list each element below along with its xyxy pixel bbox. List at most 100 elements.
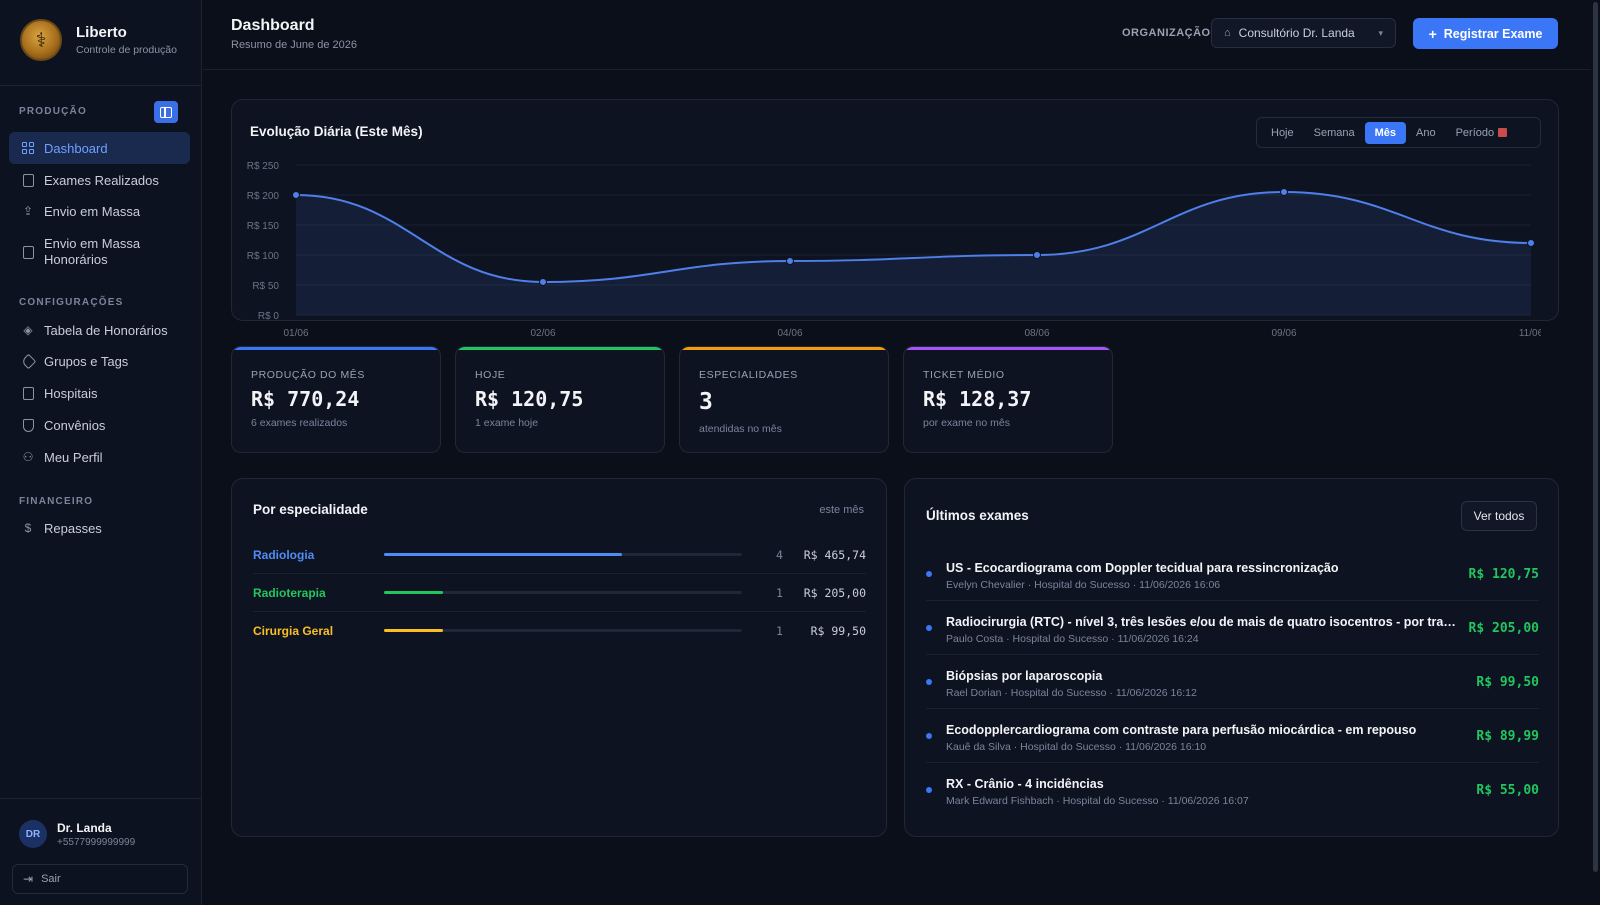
divider — [0, 85, 202, 86]
x-tick-label: 04/06 — [777, 328, 802, 339]
tab-periodo-label: Período — [1455, 126, 1495, 139]
exam-amount: R$ 99,50 — [1476, 675, 1539, 690]
tab-semana[interactable]: Semana — [1313, 126, 1355, 139]
exam-row[interactable]: Radiocirurgia (RTC) - nível 3, três lesõ… — [926, 601, 1539, 655]
exam-name: Ecodopplercardiograma com contraste para… — [946, 723, 1417, 737]
tab-ano[interactable]: Ano — [1416, 126, 1436, 139]
sidebar: ⚕ Liberto Controle de produção PRODUÇÃO … — [0, 0, 202, 905]
tab-mes[interactable]: Mês — [1364, 121, 1407, 144]
sidebar-item-meu-perfil[interactable]: ⚇ Meu Perfil — [9, 441, 190, 473]
exam-amount: R$ 55,00 — [1476, 783, 1539, 798]
sidebar-item-tabela-de-honorarios[interactable]: ◈ Tabela de Honorários — [9, 314, 190, 346]
x-tick-label: 02/06 — [530, 328, 555, 339]
sidebar-item-envio-em-massa-honorarios[interactable]: Envio em Massa Honorários — [9, 232, 190, 272]
upload-icon: ⇪ — [22, 204, 34, 218]
user-phone: +5577999999999 — [57, 836, 136, 848]
grid-icon — [21, 141, 35, 155]
tab-hoje[interactable]: Hoje — [1271, 126, 1294, 139]
stat-card-hoje: HOJE R$ 120,75 1 exame hoje — [455, 346, 665, 453]
brand[interactable]: ⚕ Liberto Controle de produção — [20, 19, 177, 61]
stat-accent-line — [456, 347, 664, 350]
specialty-amount: R$ 465,74 — [803, 548, 866, 562]
stat-note: atendidas no mês — [699, 423, 782, 435]
exam-meta: Mark Edward Fishbach · Hospital do Suces… — [946, 795, 1249, 807]
organization-select[interactable]: ⌂ Consultório Dr. Landa ▾ — [1211, 18, 1396, 48]
exam-row[interactable]: RX - Crânio - 4 incidências Mark Edward … — [926, 763, 1539, 817]
stat-accent-line — [680, 347, 888, 350]
tab-periodo[interactable]: Período — [1446, 122, 1518, 144]
y-tick-label: R$ 100 — [247, 251, 280, 262]
shield-icon — [21, 418, 35, 432]
data-point — [1527, 239, 1535, 247]
sidebar-item-envio-em-massa[interactable]: ⇪ Envio em Massa — [9, 195, 190, 227]
exam-dot — [926, 625, 932, 631]
specialty-title: Por especialidade — [253, 502, 368, 517]
calendar-icon — [1498, 127, 1508, 137]
data-point — [1033, 251, 1041, 259]
brand-subtitle: Controle de produção — [76, 44, 177, 56]
exam-row[interactable]: Biópsias por laparoscopia Rael Dorian · … — [926, 655, 1539, 709]
specialty-name: Radiologia — [253, 548, 315, 562]
sidebar-item-label: Envio em Massa — [44, 203, 141, 219]
specialty-row[interactable]: Radiologia 4 R$ 465,74 — [253, 536, 866, 574]
specialty-name: Radioterapia — [253, 586, 326, 600]
logout-icon: ⇥ — [23, 872, 34, 886]
specialty-bar-track — [384, 629, 742, 632]
specialty-bar-fill — [384, 553, 623, 556]
data-point — [539, 278, 547, 286]
building-icon — [21, 386, 35, 400]
page-header: Dashboard Resumo de June de 2026 ORGANIZ… — [203, 0, 1593, 70]
stat-accent-line — [904, 347, 1112, 350]
exam-meta: Rael Dorian · Hospital do Sucesso · 11/0… — [946, 687, 1197, 699]
section-label-configuracoes: CONFIGURAÇÕES — [19, 297, 124, 308]
plus-icon: + — [1428, 25, 1437, 42]
data-point — [292, 191, 300, 199]
exam-row[interactable]: Ecodopplercardiograma com contraste para… — [926, 709, 1539, 763]
sidebar-item-grupos-e-tags[interactable]: Grupos e Tags — [9, 345, 190, 377]
specialty-row[interactable]: Radioterapia 1 R$ 205,00 — [253, 574, 866, 612]
sidebar-item-label: Hospitais — [44, 385, 98, 401]
stat-label: ESPECIALIDADES — [699, 369, 798, 381]
sidebar-item-repasses[interactable]: $ Repasses — [9, 512, 190, 544]
view-all-button[interactable]: Ver todos — [1461, 501, 1537, 531]
collapse-sidebar-button[interactable] — [154, 101, 178, 123]
exam-amount: R$ 205,00 — [1468, 621, 1539, 636]
sidebar-item-convenios[interactable]: Convênios — [9, 409, 190, 441]
logout-label: Sair — [41, 873, 61, 885]
exam-dot — [926, 733, 932, 739]
user-profile[interactable]: DR Dr. Landa +5577999999999 — [19, 820, 135, 848]
home-icon: ⌂ — [1224, 27, 1231, 39]
specialty-period: este mês — [819, 504, 864, 516]
y-tick-label: R$ 250 — [247, 161, 280, 172]
sidebar-item-label: Grupos e Tags — [44, 353, 129, 369]
register-exam-button[interactable]: + Registrar Exame — [1413, 18, 1558, 49]
stat-note: 1 exame hoje — [475, 417, 539, 429]
sidebar-item-dashboard[interactable]: Dashboard — [9, 132, 190, 164]
specialty-row[interactable]: Cirurgia Geral 1 R$ 99,50 — [253, 612, 866, 650]
exam-meta: Paulo Costa · Hospital do Sucesso · 11/0… — [946, 633, 1199, 645]
scrollbar-thumb[interactable] — [1593, 2, 1598, 872]
series-line — [295, 190, 1532, 284]
specialty-amount: R$ 205,00 — [803, 586, 866, 600]
exam-name: US - Ecocardiograma com Doppler tecidual… — [946, 561, 1339, 575]
exam-amount: R$ 89,99 — [1476, 729, 1539, 744]
specialty-bar-fill — [384, 629, 444, 632]
exam-dot — [926, 787, 932, 793]
exam-dot — [926, 571, 932, 577]
specialty-name: Cirurgia Geral — [253, 624, 334, 638]
stat-value: 3 — [699, 389, 713, 415]
logout-button[interactable]: ⇥ Sair — [12, 864, 188, 894]
specialty-count: 1 — [776, 586, 783, 600]
page-scrollbar[interactable] — [1591, 0, 1600, 905]
dollar-icon: $ — [24, 521, 32, 535]
daily-evolution-card: Evolução Diária (Este Mês) Hoje Semana M… — [231, 99, 1559, 321]
layers-icon: ◈ — [23, 323, 33, 337]
specialty-card: Por especialidade este mês Radiologia 4 … — [231, 478, 887, 837]
sidebar-item-hospitais[interactable]: Hospitais — [9, 377, 190, 409]
brand-name: Liberto — [76, 24, 127, 41]
sidebar-item-label: Repasses — [44, 520, 102, 536]
sidebar-item-exames-realizados[interactable]: Exames Realizados — [9, 164, 190, 196]
exam-row[interactable]: US - Ecocardiograma com Doppler tecidual… — [926, 547, 1539, 601]
sidebar-item-label: Convênios — [44, 417, 106, 433]
stat-label: TICKET MÉDIO — [923, 369, 1005, 381]
